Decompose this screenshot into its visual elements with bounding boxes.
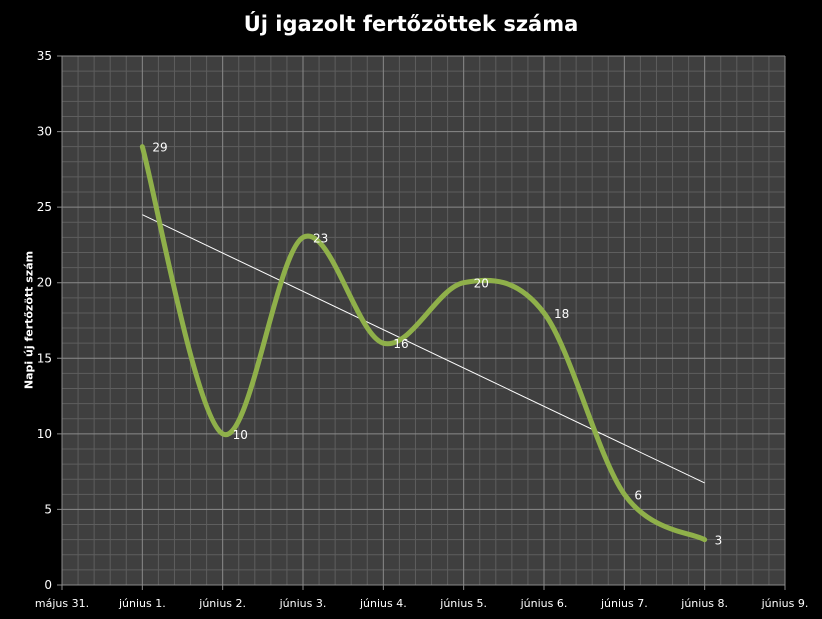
y-tick-label: 20 [37, 276, 52, 290]
x-tick-label: június 9. [761, 597, 809, 610]
data-point [623, 493, 625, 495]
x-tick-label: június 8. [680, 597, 728, 610]
data-point [382, 342, 384, 344]
data-point [704, 539, 706, 541]
x-tick-label: június 1. [118, 597, 166, 610]
y-tick-label: 30 [37, 125, 52, 139]
y-tick-label: 10 [37, 427, 52, 441]
y-tick-label: 35 [37, 49, 52, 63]
data-label: 16 [393, 337, 408, 351]
data-label: 29 [152, 141, 167, 155]
data-label: 23 [313, 231, 328, 245]
x-tick-label: május 31. [35, 597, 89, 610]
data-label: 6 [634, 488, 642, 502]
trendline [142, 214, 705, 484]
y-tick-label: 5 [44, 502, 52, 516]
x-tick-label: június 7. [600, 597, 648, 610]
chart-title: Új igazolt fertőzöttek száma [243, 12, 579, 36]
y-tick-label: 15 [37, 351, 52, 365]
x-tick-label: június 2. [198, 597, 246, 610]
data-point [222, 433, 224, 435]
data-point [141, 146, 143, 148]
data-label: 10 [233, 428, 248, 442]
x-tick-label: június 6. [520, 597, 568, 610]
data-point [543, 312, 545, 314]
data-label: 20 [474, 277, 489, 291]
y-tick-label: 0 [44, 578, 52, 592]
data-point [302, 236, 304, 238]
data-label: 3 [715, 534, 723, 548]
data-point [463, 282, 465, 284]
y-tick-label: 25 [37, 200, 52, 214]
x-tick-label: június 3. [279, 597, 327, 610]
data-label: 18 [554, 307, 569, 321]
x-tick-label: június 4. [359, 597, 407, 610]
x-tick-label: június 5. [439, 597, 487, 610]
